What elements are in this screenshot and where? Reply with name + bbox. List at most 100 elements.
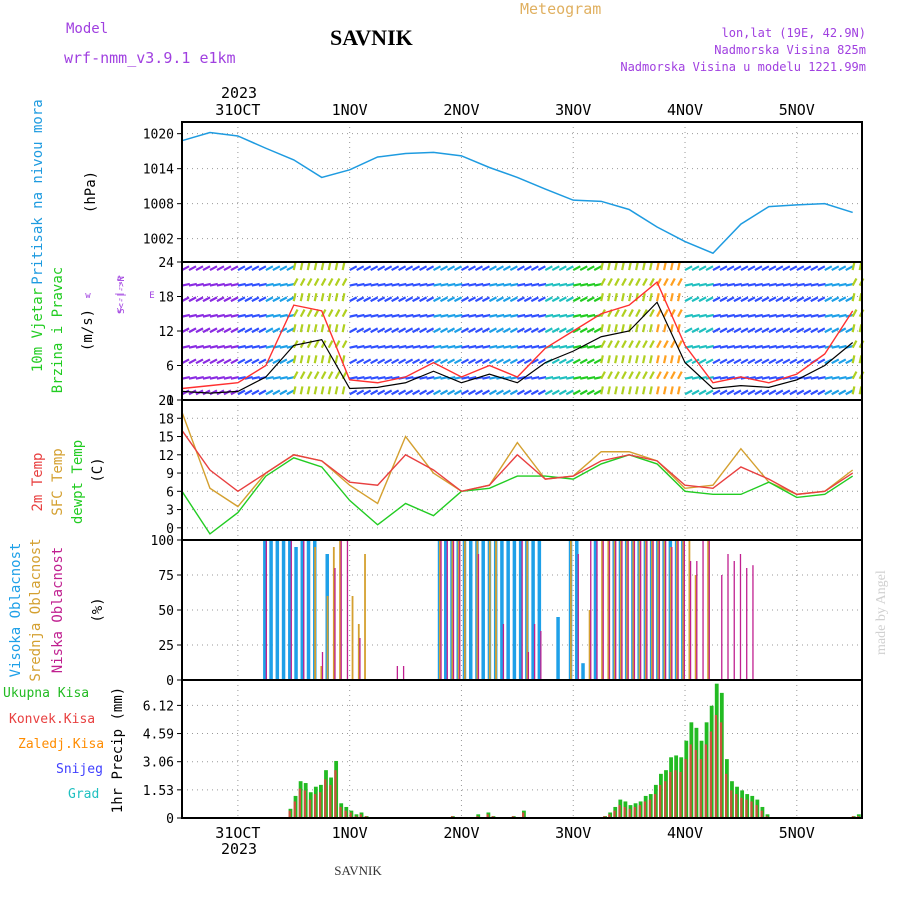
wind-barb	[705, 282, 715, 287]
wind-barb	[775, 265, 784, 272]
wind-barb	[461, 313, 470, 318]
wind-barb	[349, 282, 358, 287]
wind-barb	[391, 265, 400, 272]
low-cloud-axis-title: Niska Oblacnost	[50, 547, 66, 673]
wind-barb	[635, 277, 641, 287]
pressure-axis-title: Pritisak na nivou mora	[30, 99, 46, 284]
conv-precip-bar	[694, 749, 697, 818]
wind-barb	[545, 313, 554, 318]
wind-barb	[558, 265, 567, 272]
wind-barb	[628, 293, 632, 302]
wind-barb	[244, 358, 253, 365]
wind-barb	[426, 344, 435, 349]
wind-barb	[531, 375, 540, 380]
cloud-bar	[588, 610, 591, 680]
wind-barb	[614, 386, 618, 395]
wind-barb	[740, 296, 749, 303]
cloud-bar	[682, 540, 685, 680]
y-tick-label: 3	[166, 504, 174, 519]
wind-barb	[614, 324, 618, 333]
conv-precip-bar	[618, 805, 621, 818]
conv-precip-bar	[735, 794, 738, 818]
wind-barb	[838, 313, 847, 318]
wind-barb	[621, 386, 625, 395]
wind-barb	[426, 375, 435, 380]
conv-precip-bar	[334, 770, 337, 818]
wind-barb	[726, 265, 735, 272]
wind-barb	[838, 282, 847, 287]
wind-barb	[209, 375, 218, 380]
wind-barb	[202, 375, 212, 380]
wind-barb	[796, 344, 805, 349]
wind-barb	[306, 324, 311, 333]
wind-barb	[195, 296, 204, 303]
wind-barb	[341, 386, 346, 395]
wind-barb	[405, 389, 414, 396]
wind-barb	[195, 375, 205, 380]
wind-barb	[712, 344, 722, 349]
wind-barb	[566, 282, 575, 287]
wind-barb	[845, 296, 854, 303]
wind-barb	[306, 371, 313, 380]
cloud-bar	[306, 540, 311, 680]
cloud-unit: (%)	[90, 597, 106, 622]
cloud-bar	[303, 540, 305, 680]
wind-barb	[586, 344, 596, 349]
wind-barb	[223, 327, 232, 334]
wind-barb	[481, 358, 490, 365]
wind-barb	[747, 296, 756, 303]
wind-barb	[649, 355, 653, 364]
wind-barb	[377, 344, 386, 349]
wind-barb	[573, 375, 582, 380]
cloud-bar	[607, 540, 610, 680]
wind-barb	[230, 282, 239, 287]
wind-barb	[327, 293, 332, 302]
wind-barb	[516, 358, 525, 365]
wind-barb	[432, 327, 442, 334]
wind-barb	[467, 296, 477, 303]
cloud-bar	[702, 540, 704, 680]
wind-barb	[810, 375, 819, 380]
wind-barb	[740, 344, 749, 349]
wind-barb	[684, 327, 693, 334]
wind-barb	[614, 309, 620, 318]
wind-barb	[279, 282, 288, 287]
wind-barb	[405, 296, 414, 303]
wind-barb	[559, 375, 568, 380]
wind-barb	[573, 313, 582, 318]
wind-barb	[851, 340, 858, 349]
conv-precip-bar	[724, 773, 728, 818]
wind-barb	[649, 293, 653, 302]
wind-barb	[202, 358, 211, 365]
y-tick-label: 6	[166, 485, 174, 500]
precip-legend-item: Konvek.Kisa	[9, 712, 95, 727]
top-date-labels: 31OCT 1NOV 2NOV 3NOV 4NOV 5NOV	[215, 101, 815, 119]
wind-barb	[761, 389, 770, 396]
wind-barb	[306, 386, 311, 395]
wind-barb	[502, 389, 511, 396]
y-tick-label: 6.12	[143, 699, 174, 714]
wind-barb	[398, 296, 407, 303]
cloud-bar	[615, 540, 617, 680]
wind-barb	[405, 344, 414, 349]
wind-barb	[573, 282, 582, 287]
cloud-bar	[688, 540, 691, 680]
wind-barb	[419, 265, 428, 272]
wind-barb	[691, 282, 701, 287]
wind-barb	[705, 358, 714, 365]
wind-barb	[733, 358, 742, 365]
wind-barb	[733, 327, 742, 334]
wind-barb	[460, 389, 470, 396]
wind-barb	[552, 375, 561, 380]
wind-barb	[258, 327, 267, 334]
conv-precip-bar	[689, 744, 692, 818]
wind-barb	[803, 344, 812, 349]
wind-barb	[237, 389, 246, 396]
wind-barb	[768, 296, 777, 303]
precip-legend-item: Grad	[68, 787, 99, 802]
cloud-bar	[683, 540, 685, 680]
conv-precip-bar	[293, 801, 296, 818]
wind-barb	[195, 265, 204, 272]
wind-barb	[530, 358, 539, 365]
wind-barb	[482, 282, 491, 287]
